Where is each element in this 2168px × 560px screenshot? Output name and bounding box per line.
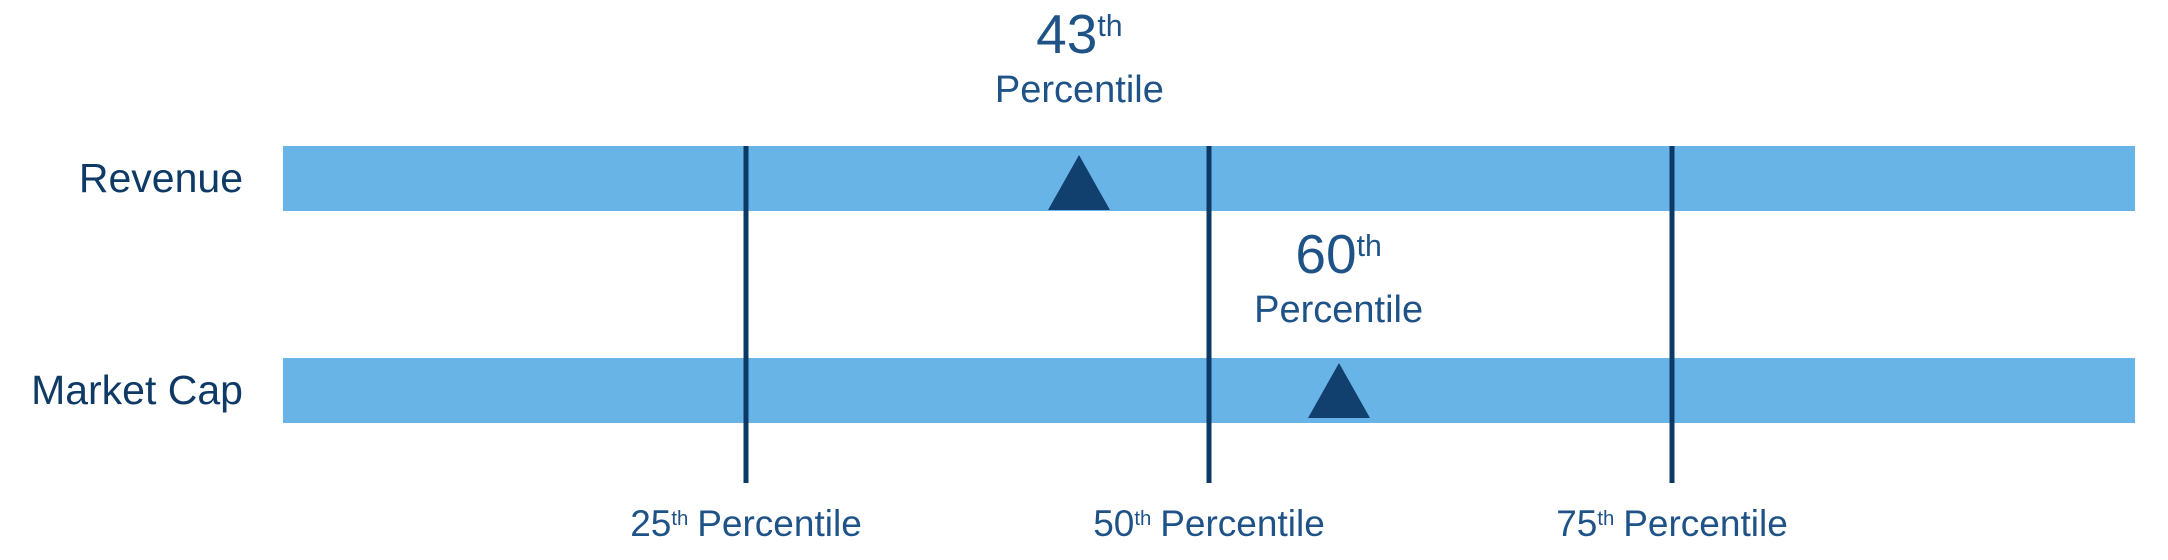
axis-label-50-word: Percentile [1160, 503, 1325, 544]
axis-label-50-number: 50 [1093, 503, 1135, 544]
marketcap-percentile-callout: 60th Percentile [1254, 223, 1424, 332]
axis-label-75-ordinal: th [1597, 507, 1615, 530]
marketcap-percentile-value: 60 [1295, 223, 1357, 285]
gridline-50th-percentile [1206, 146, 1212, 483]
axis-label-25-ordinal: th [671, 507, 689, 530]
revenue-percentile-callout: 43th Percentile [994, 3, 1164, 112]
axis-label-75-number: 75 [1556, 503, 1598, 544]
marketcap-marker-triangle-icon [1307, 363, 1370, 418]
revenue-percentile-value: 43 [1036, 3, 1098, 65]
axis-label-25-number: 25 [630, 503, 672, 544]
axis-label-25-word: Percentile [697, 503, 862, 544]
axis-label-50th-percentile: 50th Percentile [1093, 499, 1325, 555]
row-label-marketcap: Market Cap [31, 367, 243, 413]
marketcap-percentile-number: 60th [1254, 223, 1423, 285]
row-label-revenue: Revenue [78, 155, 243, 201]
axis-label-75-word: Percentile [1623, 503, 1788, 544]
gridline-25th-percentile [743, 146, 749, 483]
gridline-75th-percentile [1669, 146, 1675, 483]
revenue-percentile-ordinal: th [1097, 10, 1123, 44]
revenue-percentile-caption: Percentile [994, 68, 1164, 111]
marketcap-percentile-ordinal: th [1356, 230, 1382, 264]
axis-label-25th-percentile: 25th Percentile [630, 499, 862, 555]
axis-label-50-ordinal: th [1134, 507, 1152, 530]
marketcap-percentile-caption: Percentile [1254, 288, 1424, 331]
revenue-percentile-number: 43th [995, 3, 1164, 65]
axis-label-75th-percentile: 75th Percentile [1556, 499, 1788, 555]
revenue-marker-triangle-icon [1048, 155, 1111, 210]
